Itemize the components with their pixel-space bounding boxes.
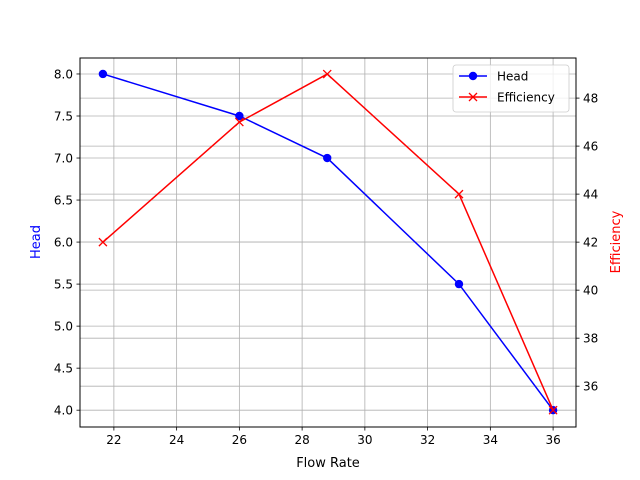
data-point-x [548,405,558,415]
legend: Head Efficiency [452,64,570,113]
x-tick-label: 34 [483,433,498,447]
series-head [98,69,558,415]
y-left-tick-label: 5.0 [54,320,73,334]
y-right-tick-label: 40 [583,284,598,298]
y-left-tick-label: 5.5 [54,278,73,292]
legend-label: Efficiency [497,91,555,105]
y-right-tick-label: 44 [583,188,598,202]
data-point-x [98,237,108,247]
y-left-tick-label: 4.5 [54,362,73,376]
y-left-tick-label: 8.0 [54,67,73,81]
data-point-x [454,189,464,199]
y-left-tick-label: 6.0 [54,236,73,250]
y-right-tick-label: 48 [583,92,598,106]
data-point-x [234,117,244,127]
x-axis: 22 24 26 28 30 32 34 36 [106,427,561,447]
y-right-tick-label: 36 [583,380,598,394]
x-tick-label: 26 [232,433,247,447]
legend-label: Head [497,70,528,84]
x-tick-label: 30 [357,433,372,447]
x-tick-label: 22 [106,433,121,447]
y-left-tick-label: 7.5 [54,109,73,123]
y-right-tick-label: 46 [583,140,598,154]
y-left-tick-label: 7.0 [54,152,73,166]
y-axis-right: 36 38 40 42 44 46 48 [576,92,598,394]
data-point-circle [98,69,108,79]
x-tick-label: 28 [294,433,309,447]
series-layer [98,69,558,415]
legend-marker-circle-icon [468,71,478,81]
x-axis-label: Flow Rate [296,456,360,471]
y-axis-left: 4.0 4.5 5.0 5.5 6.0 6.5 7.0 7.5 8.0 [54,67,80,418]
data-point-circle [323,153,332,163]
y-axis-left-label: Head [29,225,44,259]
legend-item-head: Head [459,70,528,84]
y-right-tick-label: 42 [583,236,598,250]
x-tick-label: 36 [545,433,560,447]
data-point-x [322,69,332,79]
y-right-tick-label: 38 [583,332,598,346]
legend-item-efficiency: Efficiency [459,91,555,105]
series-efficiency [98,69,558,415]
data-point-circle [235,111,244,121]
y-axis-right-label: Efficiency [609,210,624,273]
x-tick-label: 32 [420,433,435,447]
data-point-circle [454,279,464,289]
y-left-tick-label: 4.0 [54,404,73,418]
legend-marker-x-icon [468,92,478,102]
x-tick-label: 24 [169,433,184,447]
y-left-tick-label: 6.5 [54,194,73,208]
